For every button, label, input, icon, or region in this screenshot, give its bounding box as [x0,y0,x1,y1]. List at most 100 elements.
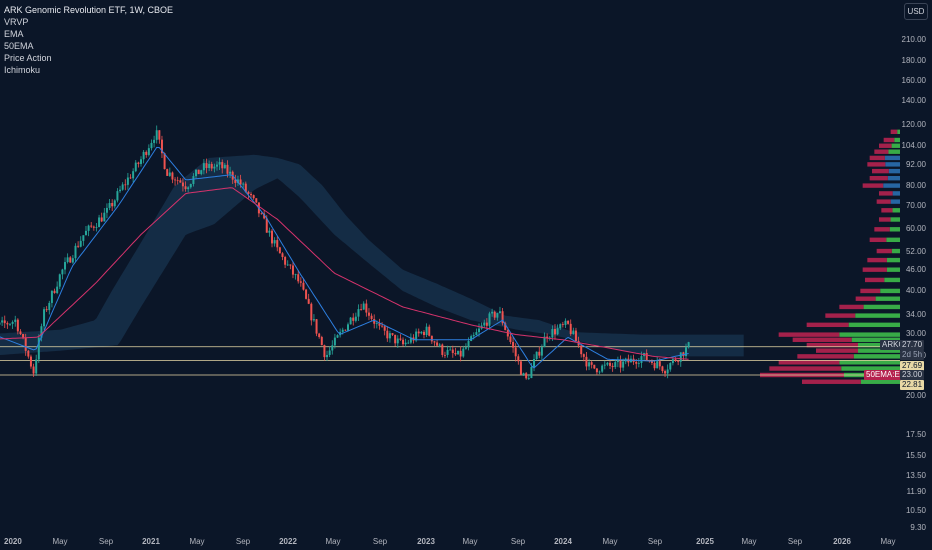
candle-body [365,303,368,313]
candle-body [593,364,596,369]
candle-body [273,240,276,244]
candle-body [294,274,297,276]
time-tick-label: May [880,537,895,546]
indicator-ema[interactable]: EMA [4,29,24,39]
candle-body [595,368,598,373]
candle-body [331,345,334,351]
indicator-vrvp[interactable]: VRVP [4,17,29,27]
candle-body [61,269,64,275]
candle-body [184,186,187,190]
candle-body [160,139,163,154]
time-tick-label: May [741,537,756,546]
time-tick-label: May [52,537,67,546]
price-tick-label: 10.50 [906,506,927,515]
candle-body [601,365,604,372]
volume-profile-down-bar [879,191,893,196]
candle-body [640,356,643,363]
candle-body [247,191,250,194]
volume-profile-up-bar [889,227,900,232]
volume-profile-up-bar [839,332,900,337]
volume-profile-down-bar [792,337,852,342]
price-tick-label: 9.30 [910,523,926,532]
volume-profile-up-bar [851,337,900,342]
price-tick-label: 120.00 [902,120,927,129]
candle-body [179,180,182,183]
volume-profile-up-bar [890,217,900,222]
candle-body [443,354,446,356]
candle-body [260,213,263,215]
volume-profile-down-bar [874,149,889,154]
candle-body [388,333,391,339]
candle-body [268,230,271,233]
candle-body [100,217,103,222]
price-tick-label: 180.00 [902,56,927,65]
candle-body [669,363,672,370]
candle-body [339,331,342,336]
candle-body [485,322,488,326]
volume-profile-down-bar [865,277,885,283]
candle-body [478,328,481,333]
time-tick-label: Sep [236,537,251,546]
candle-body [360,309,363,310]
indicator-50ema[interactable]: 50EMA [4,41,34,51]
volume-profile-down-bar [862,267,887,272]
price-tick-label: 52.00 [906,247,927,256]
candle-body [176,180,179,182]
candle-body [105,207,108,213]
candle-body [221,162,224,169]
candle-body [119,189,122,192]
volume-profile-down-bar [890,129,898,134]
candle-body [50,290,53,303]
candle-body [598,371,601,373]
candle-body [168,172,171,176]
time-tick-label: May [602,537,617,546]
candle-body [370,315,373,320]
indicator-ichimoku[interactable]: Ichimoku [4,65,41,75]
candle-body [535,351,538,359]
candle-body [302,282,305,290]
price-tick-label: 20.00 [906,391,927,400]
volume-profile-up-bar [888,168,900,174]
candle-body [234,179,237,183]
candle-body [446,349,449,355]
candle-body [3,320,6,324]
volume-profile-up-bar [883,183,900,188]
price-tick-label: 17.50 [906,430,927,439]
candle-body [111,203,114,207]
candle-body [588,362,591,367]
candle-body [299,281,302,283]
candle-body [556,328,559,335]
candle-body [200,170,203,175]
symbol-title[interactable]: ARK Genomic Revolution ETF, 1W, CBOE [4,5,174,15]
time-tick-label: Sep [648,537,663,546]
candle-body [409,337,412,343]
candle-body [14,319,17,322]
candle-body [77,245,80,247]
volume-profile-down-bar [876,248,892,254]
candle-body [396,338,399,344]
volume-profile-up-bar [890,199,900,204]
price-tick-label: 60.00 [906,224,927,233]
price-tick-label: 30.00 [906,329,927,338]
currency-button[interactable]: USD [904,3,928,20]
candle-body [239,179,242,185]
candle-body [344,329,347,331]
candle-body [208,163,211,169]
volume-profile-up-bar [892,208,900,213]
candle-body [147,148,150,155]
chart-legend: ARK Genomic Revolution ETF, 1W, CBOE VRV… [4,4,173,76]
candle-body [328,350,331,355]
candle-body [87,225,90,231]
ema50-line [0,187,689,360]
candle-body [346,324,349,331]
candle-body [341,329,344,332]
volume-profile-down-bar [816,348,858,353]
candle-body [391,333,394,335]
candle-body [373,319,376,324]
candle-body [622,361,625,368]
indicator-price-action[interactable]: Price Action [4,53,52,63]
candle-body [483,322,486,326]
candle-body [40,326,43,338]
candle-body [404,342,407,345]
